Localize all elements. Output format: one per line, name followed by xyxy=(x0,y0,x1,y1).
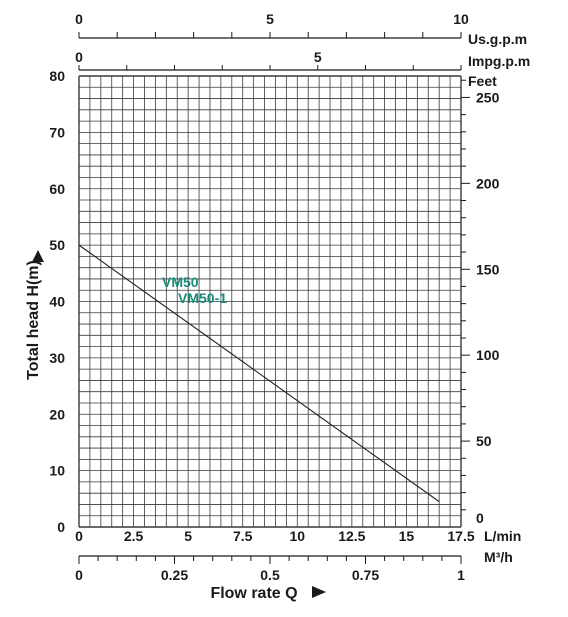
x-tick-label: 10 xyxy=(289,528,305,544)
m3h-tick-label: 0.5 xyxy=(260,567,280,583)
curve-layer xyxy=(78,244,440,503)
feet-tick-label: 150 xyxy=(476,261,500,277)
x-tick-label: 2.5 xyxy=(124,528,144,544)
feet-tick-label: 100 xyxy=(476,347,500,363)
m3h-tick-label: 0.75 xyxy=(352,567,379,583)
usgpm-unit-label: Us.g.p.m xyxy=(468,31,527,47)
grid-lines xyxy=(78,75,462,528)
x-unit-label: L/min xyxy=(484,528,521,544)
x-tick-label: 12.5 xyxy=(338,528,365,544)
y-tick-label: 50 xyxy=(49,237,65,253)
feet-tick-label: 250 xyxy=(476,89,500,105)
series-label-vm50-1: VM50-1 xyxy=(178,290,227,306)
y-axis-label: Total head H(m) xyxy=(25,260,42,380)
usgpm-tick-label: 10 xyxy=(453,11,469,27)
impgpm-unit-label: Impg.p.m xyxy=(468,53,530,69)
feet-unit-label: Feet xyxy=(468,73,497,89)
impgpm-tick-label: 0 xyxy=(75,49,83,65)
y-tick-label: 20 xyxy=(49,406,65,422)
m3h-unit-label: M³/h xyxy=(484,549,513,565)
y-tick-label: 40 xyxy=(49,294,65,310)
feet-tick-label: 50 xyxy=(476,433,492,449)
x-tick-label: 7.5 xyxy=(233,528,253,544)
series-label-vm50: VM50 xyxy=(162,274,199,290)
m3h-tick-label: 1 xyxy=(457,567,465,583)
y-tick-label: 30 xyxy=(49,350,65,366)
m3h-tick-label: 0.25 xyxy=(161,567,188,583)
y-tick-label: 70 xyxy=(49,124,65,140)
feet-tick-label: 200 xyxy=(476,175,500,191)
usgpm-tick-label: 5 xyxy=(266,11,274,27)
impgpm-tick-label: 5 xyxy=(314,49,322,65)
performance-curve-line xyxy=(78,244,440,503)
x-tick-label: 17.5 xyxy=(447,528,474,544)
y-tick-label: 80 xyxy=(49,68,65,84)
y-tick-label: 0 xyxy=(57,519,65,535)
axes-layer xyxy=(78,32,470,564)
x-tick-label: 5 xyxy=(184,528,192,544)
y-tick-label: 10 xyxy=(49,463,65,479)
x-tick-label: 0 xyxy=(75,528,83,544)
feet-tick-label: 0 xyxy=(476,510,484,526)
x-axis-label: Flow rate Q xyxy=(210,585,297,602)
y-tick-label: 60 xyxy=(49,181,65,197)
y-axis-arrow-icon xyxy=(32,250,44,262)
usgpm-tick-label: 0 xyxy=(75,11,83,27)
x-tick-label: 15 xyxy=(399,528,415,544)
x-axis-arrow-icon xyxy=(312,586,326,598)
m3h-tick-label: 0 xyxy=(75,567,83,583)
